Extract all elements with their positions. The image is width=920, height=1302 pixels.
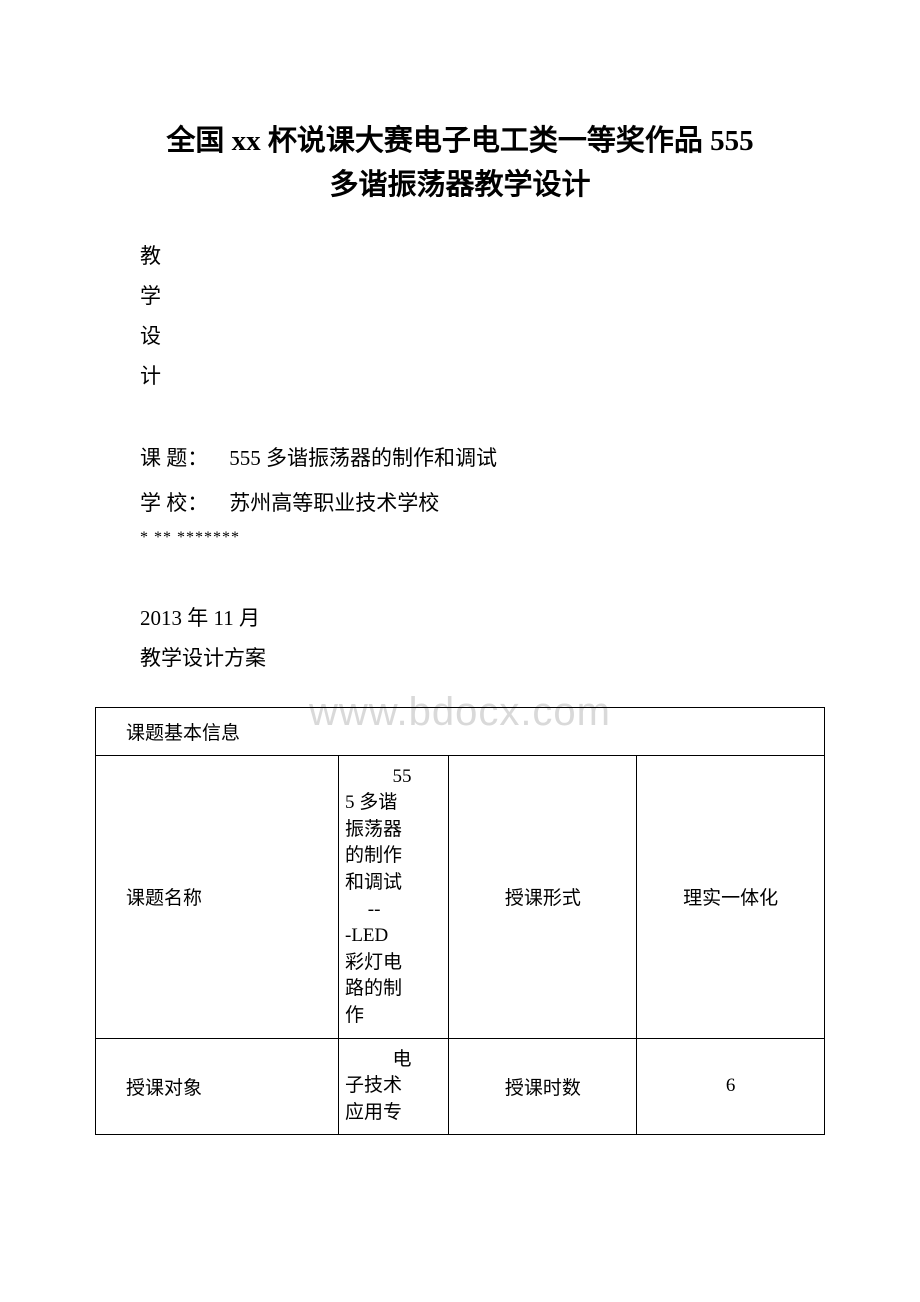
title-line-2: 多谐振荡器教学设计 [105, 164, 815, 208]
row1-col4: 理实一体化 [637, 755, 825, 1038]
asterisks: * ** ******* [140, 529, 815, 547]
date-line: 2013 年 11 月 [140, 602, 815, 632]
course-label: 课 题： [140, 446, 208, 470]
row2-label: 授课对象 [96, 1038, 339, 1135]
title-line-1: 全国 xx 杯说课大赛电子电工类一等奖作品 555 [105, 120, 815, 164]
table-container: 课题基本信息 课题名称 55 5 多谐 振荡器 的制作 和调试 -- -LED … [95, 707, 825, 1136]
char-2: 学 [140, 277, 815, 317]
row2-value: 电 子技术 应用专 [339, 1038, 449, 1135]
char-4: 计 [140, 357, 815, 397]
table-row: 授课对象 电 子技术 应用专 授课时数 6 [96, 1038, 825, 1135]
info-table: 课题基本信息 课题名称 55 5 多谐 振荡器 的制作 和调试 -- -LED … [95, 707, 825, 1136]
row2-col3: 授课时数 [449, 1038, 637, 1135]
char-3: 设 [140, 317, 815, 357]
title-container: 全国 xx 杯说课大赛电子电工类一等奖作品 555 多谐振荡器教学设计 [105, 120, 815, 207]
row1-col3: 授课形式 [449, 755, 637, 1038]
content-block: 教 学 设 计 课 题： 555 多谐振荡器的制作和调试 学 校： 苏州高等职业… [105, 237, 815, 672]
school-value: 苏州高等职业技术学校 [229, 491, 439, 515]
row1-value: 55 5 多谐 振荡器 的制作 和调试 -- -LED 彩灯电 路的制 作 [339, 755, 449, 1038]
row2-col4: 6 [637, 1038, 825, 1135]
school-label: 学 校： [140, 491, 208, 515]
table-header-row: 课题基本信息 [96, 707, 825, 755]
row1-label: 课题名称 [96, 755, 339, 1038]
course-value: 555 多谐振荡器的制作和调试 [229, 446, 497, 470]
table-row: 课题名称 55 5 多谐 振荡器 的制作 和调试 -- -LED 彩灯电 路的制… [96, 755, 825, 1038]
subtitle: 教学设计方案 [140, 642, 815, 672]
course-info-line: 课 题： 555 多谐振荡器的制作和调试 [140, 437, 815, 479]
char-1: 教 [140, 237, 815, 277]
school-info-line: 学 校： 苏州高等职业技术学校 [140, 482, 815, 524]
table-header: 课题基本信息 [96, 707, 825, 755]
vertical-text: 教 学 设 计 [140, 237, 815, 397]
